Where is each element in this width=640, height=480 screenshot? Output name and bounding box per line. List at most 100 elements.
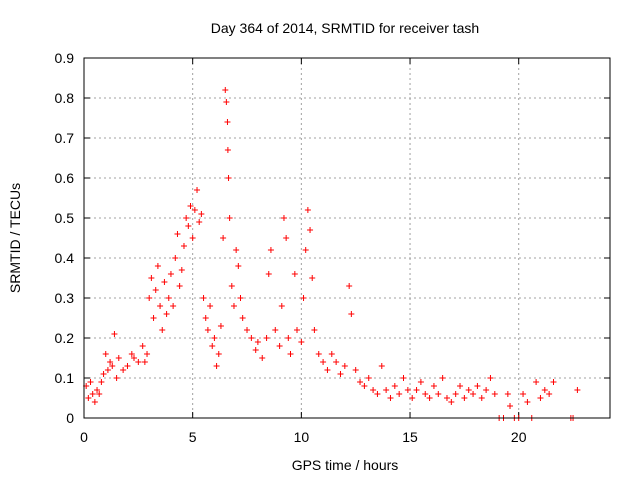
data-point — [135, 359, 142, 365]
data-point — [400, 375, 407, 381]
grid — [84, 58, 610, 418]
data-point — [235, 263, 242, 269]
data-point — [541, 387, 548, 393]
data-point — [365, 375, 372, 381]
data-point — [233, 247, 240, 253]
data-point — [324, 367, 331, 373]
data-point — [144, 351, 151, 357]
data-point — [348, 311, 355, 317]
data-point — [183, 215, 190, 221]
data-point — [294, 327, 301, 333]
data-point — [391, 383, 398, 389]
data-point — [207, 303, 214, 309]
data-point — [417, 379, 424, 385]
plot-frame — [83, 57, 611, 419]
data-point — [194, 187, 201, 193]
data-point — [161, 279, 168, 285]
data-point — [507, 403, 514, 409]
data-point — [320, 359, 327, 365]
data-point — [109, 363, 116, 369]
data-point — [124, 363, 131, 369]
data-point — [187, 203, 194, 209]
data-point — [430, 383, 437, 389]
data-point — [361, 383, 368, 389]
data-point — [165, 295, 172, 301]
data-point — [163, 311, 170, 317]
data-point — [357, 379, 364, 385]
data-point — [96, 391, 103, 397]
data-point — [285, 335, 292, 341]
y-tick-label: 0.2 — [55, 330, 75, 346]
data-point — [435, 391, 442, 397]
data-point — [278, 303, 285, 309]
data-point — [170, 303, 177, 309]
data-point — [465, 387, 472, 393]
y-tick-label: 0.3 — [55, 290, 75, 306]
data-point — [550, 379, 557, 385]
data-point — [102, 351, 109, 357]
data-point — [298, 339, 305, 345]
data-point — [226, 215, 233, 221]
data-point — [307, 227, 314, 233]
data-point — [209, 343, 216, 349]
data-point — [172, 255, 179, 261]
data-point — [228, 283, 235, 289]
data-point — [222, 87, 229, 93]
data-point — [85, 395, 92, 401]
data-point — [341, 363, 348, 369]
data-point — [426, 395, 433, 401]
data-point — [104, 367, 111, 373]
data-point — [191, 207, 198, 213]
data-point — [230, 303, 237, 309]
x-tick-label: 0 — [80, 429, 88, 445]
axis-ticks: 0 0.1 0.2 0.3 0.4 0.5 0.6 0.7 0.8 0.9 0 5 10 15 20 — [55, 50, 610, 445]
data-point — [328, 351, 335, 357]
data-point — [176, 283, 183, 289]
data-point — [267, 247, 274, 253]
data-point — [120, 367, 127, 373]
data-point — [387, 395, 394, 401]
data-point — [283, 235, 290, 241]
data-point — [311, 327, 318, 333]
data-point — [287, 351, 294, 357]
data-point — [167, 271, 174, 277]
data-point — [304, 207, 311, 213]
data-point — [130, 355, 137, 361]
data-point — [346, 283, 353, 289]
data-point — [315, 351, 322, 357]
y-tick-label: 0.9 — [55, 50, 75, 66]
data-point — [337, 371, 344, 377]
data-point — [396, 391, 403, 397]
data-point — [300, 295, 307, 301]
data-point — [150, 315, 157, 321]
data-point — [154, 263, 161, 269]
data-point — [524, 399, 531, 405]
data-point — [537, 395, 544, 401]
data-point — [383, 387, 390, 393]
y-tick-label: 0 — [66, 410, 74, 426]
y-axis-label: SRMTID / TECUs — [7, 183, 23, 293]
y-tick-label: 0.1 — [55, 370, 75, 386]
data-point — [491, 391, 498, 397]
data-points — [83, 87, 581, 421]
data-point — [185, 223, 192, 229]
data-point — [272, 327, 279, 333]
data-point — [196, 219, 203, 225]
data-point — [409, 395, 416, 401]
data-point — [404, 387, 411, 393]
data-point — [223, 99, 230, 105]
data-point — [189, 235, 196, 241]
data-point — [174, 231, 181, 237]
data-point — [448, 399, 455, 405]
data-point — [178, 267, 185, 273]
data-point — [252, 347, 259, 353]
data-point — [370, 387, 377, 393]
data-point — [91, 399, 98, 405]
data-point — [309, 275, 316, 281]
data-point — [89, 391, 96, 397]
data-point — [265, 271, 272, 277]
data-point — [546, 391, 553, 397]
data-point — [98, 379, 105, 385]
data-point — [422, 391, 429, 397]
